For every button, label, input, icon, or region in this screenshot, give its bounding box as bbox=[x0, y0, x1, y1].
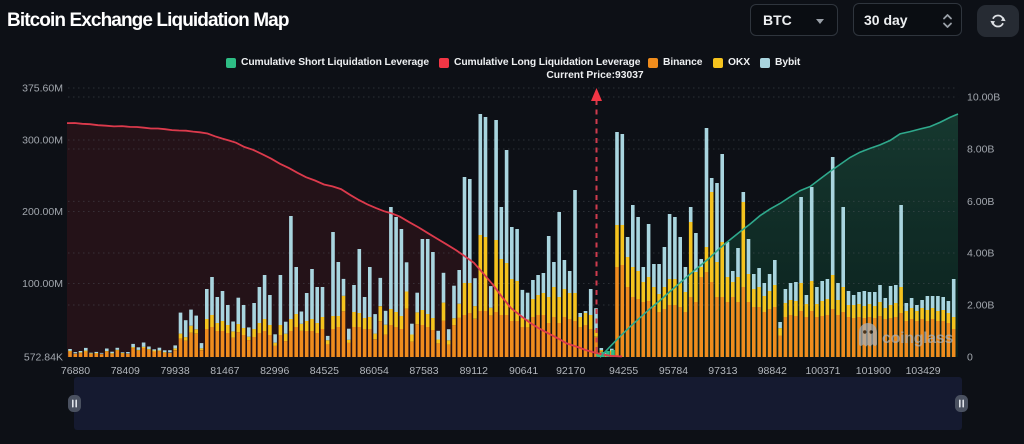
svg-text:572.84K: 572.84K bbox=[24, 352, 63, 364]
svg-text:103429: 103429 bbox=[906, 365, 941, 377]
svg-text:4.00B: 4.00B bbox=[967, 248, 994, 260]
svg-text:76880: 76880 bbox=[61, 365, 90, 377]
svg-text:10.00B: 10.00B bbox=[967, 92, 1000, 104]
svg-text:2.00B: 2.00B bbox=[967, 300, 994, 312]
svg-text:78409: 78409 bbox=[111, 365, 140, 377]
svg-text:98842: 98842 bbox=[758, 365, 787, 377]
svg-text:94255: 94255 bbox=[609, 365, 638, 377]
svg-text:90641: 90641 bbox=[509, 365, 538, 377]
svg-text:95784: 95784 bbox=[659, 365, 688, 377]
svg-text:8.00B: 8.00B bbox=[967, 144, 994, 156]
svg-text:375.60M: 375.60M bbox=[22, 83, 63, 95]
svg-text:101900: 101900 bbox=[856, 365, 891, 377]
svg-text:300.00M: 300.00M bbox=[22, 135, 63, 147]
svg-text:79938: 79938 bbox=[160, 365, 189, 377]
svg-text:87583: 87583 bbox=[409, 365, 438, 377]
svg-text:100.00M: 100.00M bbox=[22, 278, 63, 290]
svg-text:84525: 84525 bbox=[310, 365, 339, 377]
svg-text:86054: 86054 bbox=[360, 365, 389, 377]
svg-text:coinglass: coinglass bbox=[882, 330, 954, 347]
svg-text:82996: 82996 bbox=[260, 365, 289, 377]
svg-text:0: 0 bbox=[967, 352, 973, 364]
svg-text:100371: 100371 bbox=[805, 365, 840, 377]
svg-text:89112: 89112 bbox=[460, 365, 489, 377]
svg-text:200.00M: 200.00M bbox=[22, 206, 63, 218]
svg-text:92170: 92170 bbox=[556, 365, 585, 377]
svg-text:6.00B: 6.00B bbox=[967, 196, 994, 208]
svg-text:97313: 97313 bbox=[708, 365, 737, 377]
svg-text:81467: 81467 bbox=[210, 365, 239, 377]
